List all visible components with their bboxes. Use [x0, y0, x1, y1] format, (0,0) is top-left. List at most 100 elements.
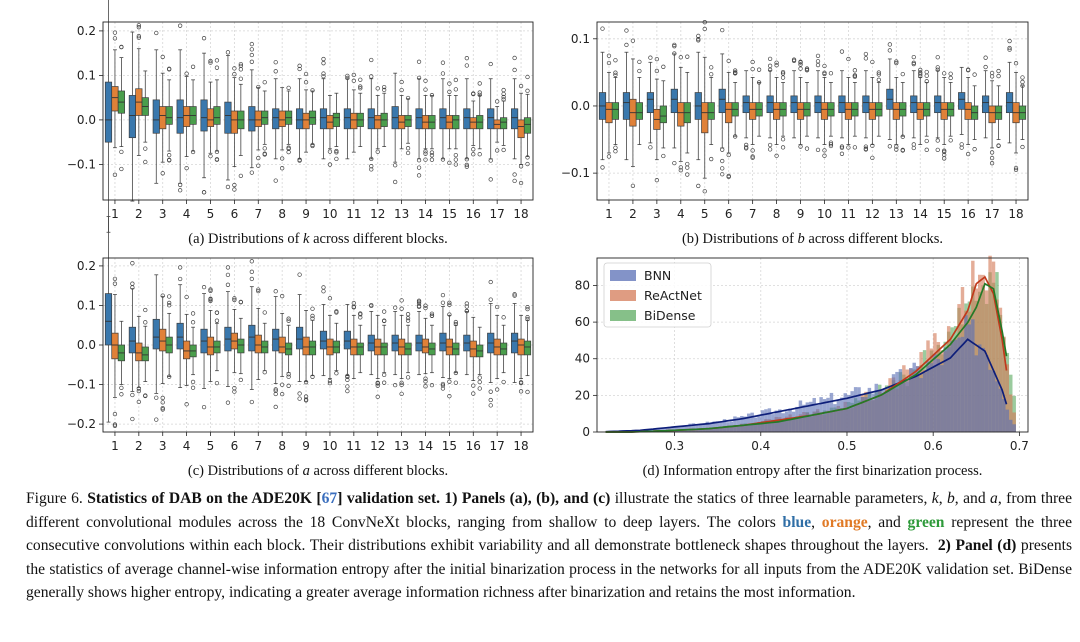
outlier-point	[238, 173, 243, 179]
outlier-point	[238, 300, 243, 305]
caption-sep-2: , and	[954, 490, 991, 507]
outlier-point	[495, 99, 500, 104]
panel-c: −0.2−0.10.00.10.21 2 3 4 5 6 7 8 9 10 11 12 13 14 15 16…	[67, 216, 534, 479]
outlier-point	[160, 405, 165, 411]
hist-bar	[691, 423, 696, 432]
outlier-point	[756, 67, 762, 72]
box-body	[439, 332, 447, 352]
outlier-point	[780, 137, 786, 142]
hist-bar	[846, 394, 851, 432]
outlier-point	[654, 68, 660, 74]
outlier-point	[525, 316, 530, 322]
hist-bar	[867, 387, 872, 432]
hist-bar	[981, 347, 985, 432]
outlier-point	[1013, 61, 1019, 66]
box-body	[940, 102, 948, 120]
outlier-point	[887, 48, 892, 53]
x-tick-label: 18	[513, 207, 528, 221]
outlier-point	[935, 65, 940, 70]
outlier-point	[720, 147, 725, 152]
panel-d: 0 20 40 60 80 0.3 0.4 0.5 0.6 0.7 BNN ReActNet BiDen…	[575, 255, 1029, 479]
outlier-point	[136, 386, 141, 391]
outlier-point	[112, 172, 118, 177]
outlier-point	[767, 142, 773, 148]
box-body	[248, 324, 256, 352]
citation-link[interactable]: 67	[321, 490, 338, 507]
outlier-point	[447, 312, 452, 317]
caption-text-2: , from three different convolutional mod…	[26, 490, 1073, 531]
hist-bar	[822, 399, 827, 432]
hist-bar	[988, 255, 992, 432]
outlier-point	[112, 30, 118, 35]
outlier-point	[382, 87, 387, 93]
outlier-point	[744, 145, 749, 150]
hist-bar	[998, 307, 1003, 432]
outlier-point	[256, 287, 261, 292]
x-tick-label: 2	[629, 207, 637, 221]
hist-bar	[664, 427, 668, 432]
box-orange-block-10	[326, 296, 334, 386]
hist-bar	[715, 421, 720, 432]
x-tick-label: 6	[231, 207, 239, 221]
outlier-point	[358, 84, 363, 89]
outlier-point	[286, 149, 291, 155]
hist-bar	[891, 374, 896, 432]
outlier-point	[201, 404, 207, 410]
hist-bar	[836, 400, 841, 432]
box-body	[487, 108, 495, 130]
box-blue-block-9	[790, 57, 798, 139]
x-tick-label: 15	[442, 439, 457, 453]
box-green-block-10	[827, 71, 835, 149]
caption-sep-1: ,	[938, 490, 947, 507]
outlier-point	[464, 162, 469, 168]
outlier-point	[637, 59, 642, 64]
outlier-point	[935, 67, 940, 72]
box-body	[749, 102, 757, 120]
box-blue-block-2	[128, 31, 136, 202]
outlier-point	[613, 149, 618, 154]
outlier-point	[630, 183, 636, 189]
box-blue-block-4	[670, 42, 678, 166]
outlier-point	[1007, 47, 1012, 52]
outlier-point	[112, 36, 118, 41]
x-tick-label: 7	[254, 439, 262, 453]
box-green-block-4	[189, 64, 197, 155]
outlier-point	[965, 67, 971, 72]
outlier-point	[358, 315, 363, 320]
outlier-point	[709, 65, 714, 70]
x-tick-label: 6	[725, 207, 733, 221]
outlier-point	[828, 142, 834, 147]
box-body	[254, 334, 262, 354]
outlier-point	[416, 298, 422, 303]
box-body	[517, 119, 525, 139]
box-green-block-13	[404, 312, 412, 380]
outlier-point	[512, 67, 517, 73]
box-green-block-9	[308, 306, 317, 379]
outlier-point	[828, 71, 834, 76]
box-blue-block-6	[224, 265, 232, 405]
outlier-point	[935, 147, 940, 153]
plot-frame	[596, 257, 1029, 433]
outlier-point	[815, 62, 821, 68]
hist-bar	[978, 344, 982, 432]
outlier-point	[190, 149, 196, 155]
outlier-point	[900, 134, 905, 139]
outlier-point	[334, 156, 339, 162]
box-green-block-17	[500, 87, 508, 153]
box-green-block-6	[237, 61, 245, 179]
box-body	[237, 338, 245, 354]
legend-swatch-reactnet	[610, 290, 636, 301]
outlier-point	[767, 63, 773, 68]
outlier-point	[750, 155, 755, 160]
box-green-block-5	[213, 58, 221, 162]
outlier-point	[262, 152, 267, 157]
outlier-point	[464, 301, 469, 306]
outlier-point	[453, 152, 458, 158]
outlier-point	[130, 281, 135, 286]
hist-bar	[971, 319, 975, 432]
x-tick-label: 10	[817, 207, 832, 221]
outlier-point	[846, 145, 851, 150]
box-body	[766, 95, 774, 114]
outlier-point	[983, 64, 988, 70]
y-tick-label: 0.0	[571, 99, 590, 113]
